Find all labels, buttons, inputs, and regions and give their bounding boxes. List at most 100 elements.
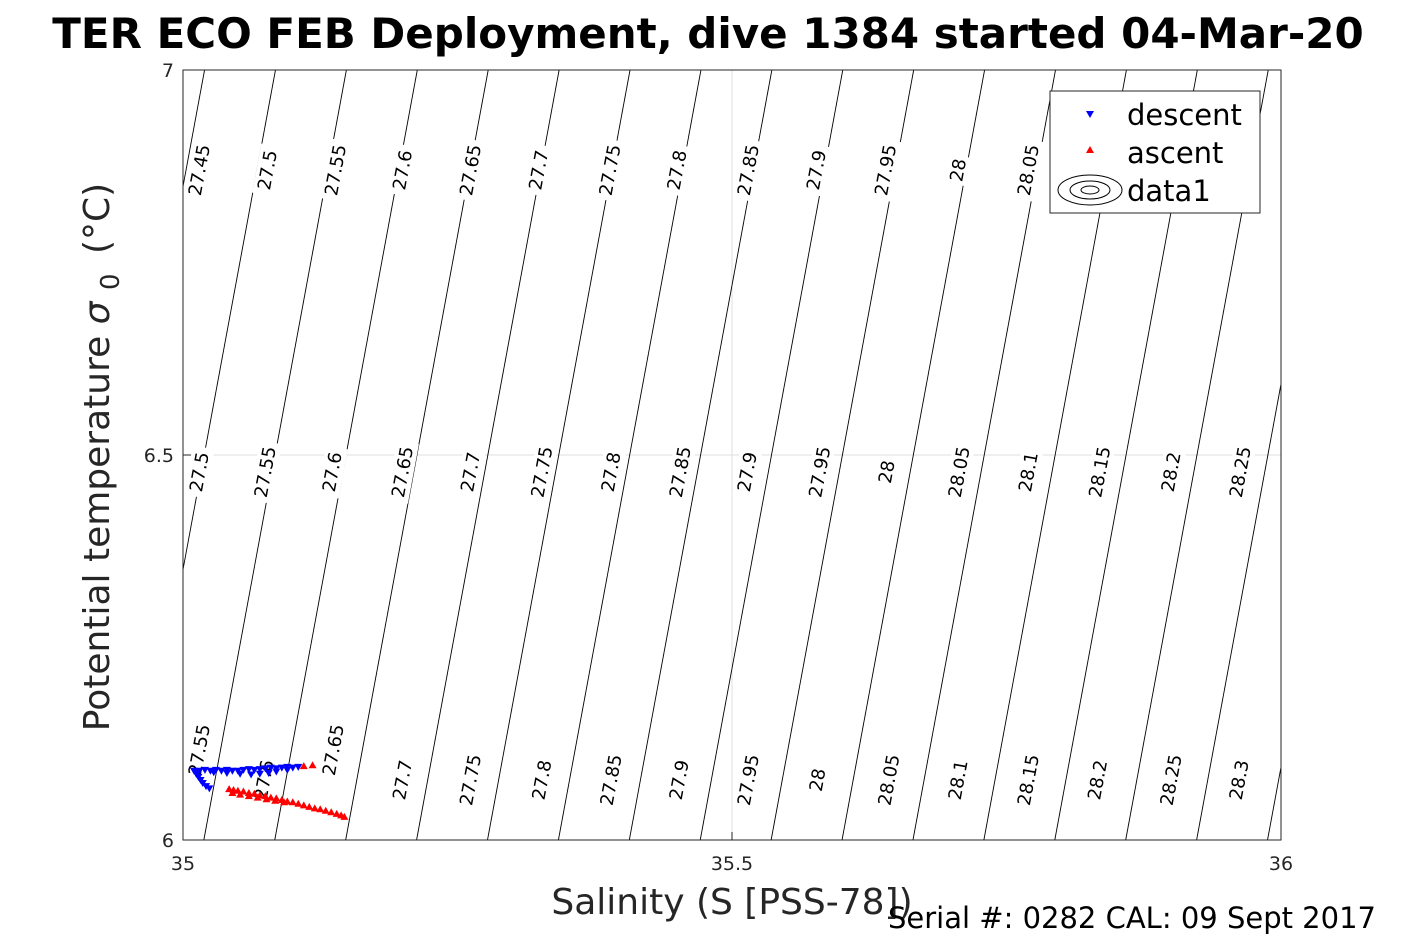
ascent-point-24 [340, 812, 349, 820]
legend-box [1049, 90, 1261, 214]
ascent-point-7 [250, 789, 259, 797]
contour-label-12: 28.05 [1012, 138, 1045, 202]
contour-label-text: 28 [806, 767, 831, 793]
series-ascent [225, 761, 349, 820]
descent-point-6 [261, 765, 270, 773]
y-axis-label-text: Potential temperature [77, 336, 118, 731]
descent-point-26 [272, 768, 281, 776]
contour-label-bg [942, 753, 974, 807]
contour-label-bg [1012, 138, 1045, 202]
ascent-point-17 [305, 802, 314, 810]
descent-point-12 [228, 767, 237, 775]
ascent-legend-marker [1086, 146, 1094, 153]
ascent-point-28 [253, 793, 262, 801]
contour-label-bg [942, 440, 976, 504]
descent-point-22 [236, 770, 245, 778]
ascent-point-31 [280, 798, 289, 806]
contour-label-bg [1223, 753, 1255, 807]
descent-point-33 [205, 785, 214, 793]
ascent-point-19 [316, 805, 325, 813]
x-tick-label-0: 35 [171, 853, 195, 875]
descent-legend-marker [1086, 111, 1094, 118]
ascent-point-0 [299, 762, 308, 770]
contour-label-bg [801, 143, 832, 197]
ascent-point-29 [262, 795, 271, 803]
isopycnal-19 [1196, 381, 1281, 840]
x-tick-label-1: 35.5 [711, 853, 753, 875]
contour-label-bg [663, 753, 695, 807]
contour-label-bg [184, 445, 215, 499]
contour-label-bg [664, 440, 697, 504]
contour-label-11: 28 [944, 153, 972, 187]
ascent-point-14 [288, 798, 297, 806]
ascent-point-22 [332, 809, 341, 817]
legend-label-descent: descent [1127, 98, 1242, 132]
ascent-point-27 [244, 792, 253, 800]
descent-point-14 [217, 767, 226, 775]
ascent-point-5 [239, 787, 248, 795]
contour-label-bg [249, 440, 282, 504]
contour-label-bg [455, 445, 487, 499]
ascent-point-15 [294, 799, 303, 807]
legend: descent ascent data1 [1049, 90, 1261, 214]
ascent-point-1 [308, 761, 317, 769]
y-axis-label-symbol: σ [77, 300, 118, 324]
descent-point-7 [255, 766, 264, 774]
contour-label-38: 28 [804, 763, 832, 797]
contour-label-bg [593, 138, 627, 202]
ascent-point-25 [228, 789, 237, 797]
x-axis-label: Salinity (S [PSS-78]) [551, 882, 912, 923]
ascent-point-21 [327, 808, 336, 816]
contour-label-bg [454, 138, 487, 202]
series-descent [189, 763, 303, 793]
contour-label-bg [1154, 748, 1188, 812]
axis-ticks: 35 35.5 36 6 6.5 7 [144, 60, 1293, 875]
contour-label-bg [594, 748, 628, 812]
contour-label-bg [1013, 445, 1044, 499]
contour-label-bg [183, 138, 216, 202]
contour-label-bg [1224, 440, 1257, 504]
contour-label-bg [183, 718, 216, 782]
contour-label-bg [386, 440, 419, 504]
descent-point-9 [244, 766, 253, 774]
ascent-point-10 [266, 793, 275, 801]
contour-label-text: 28 [946, 157, 971, 183]
contour-label-bg [1155, 445, 1187, 499]
contour-label-23: 28 [873, 455, 901, 489]
descent-point-17 [200, 766, 209, 774]
ascent-point-18 [310, 804, 319, 812]
contour-label-bg [804, 763, 832, 797]
ascent-point-30 [271, 796, 280, 804]
ascent-point-26 [236, 790, 245, 798]
contour-label-32: 27.7 [387, 753, 418, 807]
contour-label-bg [732, 138, 765, 202]
contour-label-19: 27.8 [595, 445, 627, 499]
svg-text:Potential temperature σ: Potential temperature σ 0 (°C) [77, 183, 128, 731]
contour-label-bg [317, 718, 350, 782]
contour-label-bg [732, 748, 765, 812]
y-axis-label-unit: (°C) [77, 183, 118, 254]
y-tick-label-0: 6 [162, 830, 174, 852]
isopycnal-10 [557, 70, 702, 840]
contour-legend-icon [1057, 174, 1123, 206]
legend-entry-ascent: ascent [1086, 136, 1223, 170]
contour-label-bg [1082, 753, 1114, 807]
descent-point-23 [247, 771, 256, 779]
contour-label-bg [803, 440, 837, 504]
legend-label-data1: data1 [1127, 174, 1211, 208]
contour-label-bg [252, 143, 283, 197]
legend-entry-descent: descent [1086, 98, 1242, 132]
descent-point-1 [288, 764, 297, 772]
ascent-point-16 [299, 801, 308, 809]
contour-label-bg [1012, 748, 1045, 812]
contour-label-0: 27.45 [183, 138, 216, 202]
contour-label-27: 28.2 [1155, 445, 1187, 499]
contour-label-text: 28 [875, 459, 900, 485]
legend-label-ascent: ascent [1127, 136, 1223, 170]
descent-point-27 [283, 766, 292, 774]
isopycnal-8 [416, 70, 560, 840]
descent-point-10 [239, 766, 248, 774]
contour-label-bg [661, 143, 693, 197]
y-axis-label: Potential temperature σ 0 (°C) [77, 183, 128, 731]
